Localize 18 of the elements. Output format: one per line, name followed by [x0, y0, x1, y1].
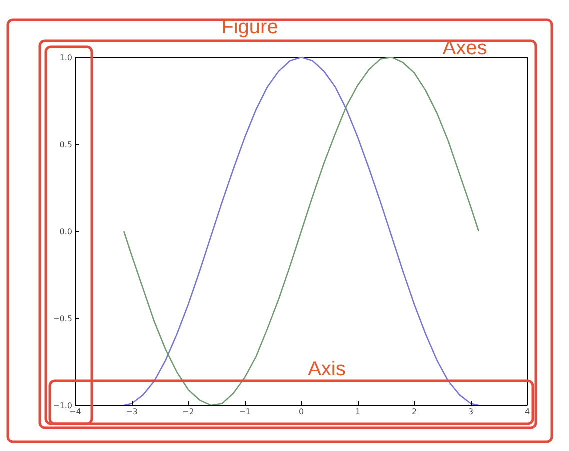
annotation: Axis	[308, 358, 346, 380]
x-tick-label: 1	[355, 408, 361, 416]
x-tick-label: −1	[239, 408, 251, 416]
x-tick-label: 3	[468, 408, 474, 416]
x-tick-label: 4	[524, 408, 530, 416]
y-tick-label: 0.5	[60, 140, 73, 150]
x-tick-label: 2	[412, 408, 418, 416]
x-tick-label: 0	[298, 408, 304, 416]
x-tick-label: −3	[126, 408, 138, 416]
annotation: Axes	[442, 37, 488, 60]
y-tick-label: 1.0	[60, 54, 73, 62]
x-tick-label: −4	[70, 408, 82, 416]
y-tick-label: −0.5	[53, 314, 73, 324]
y-tick-label: −1.0	[53, 402, 73, 410]
y-tick-label: 0.0	[60, 228, 73, 236]
text: Figure	[222, 16, 278, 38]
x-tick-label: −2	[182, 408, 194, 416]
line-series	[123, 58, 480, 406]
